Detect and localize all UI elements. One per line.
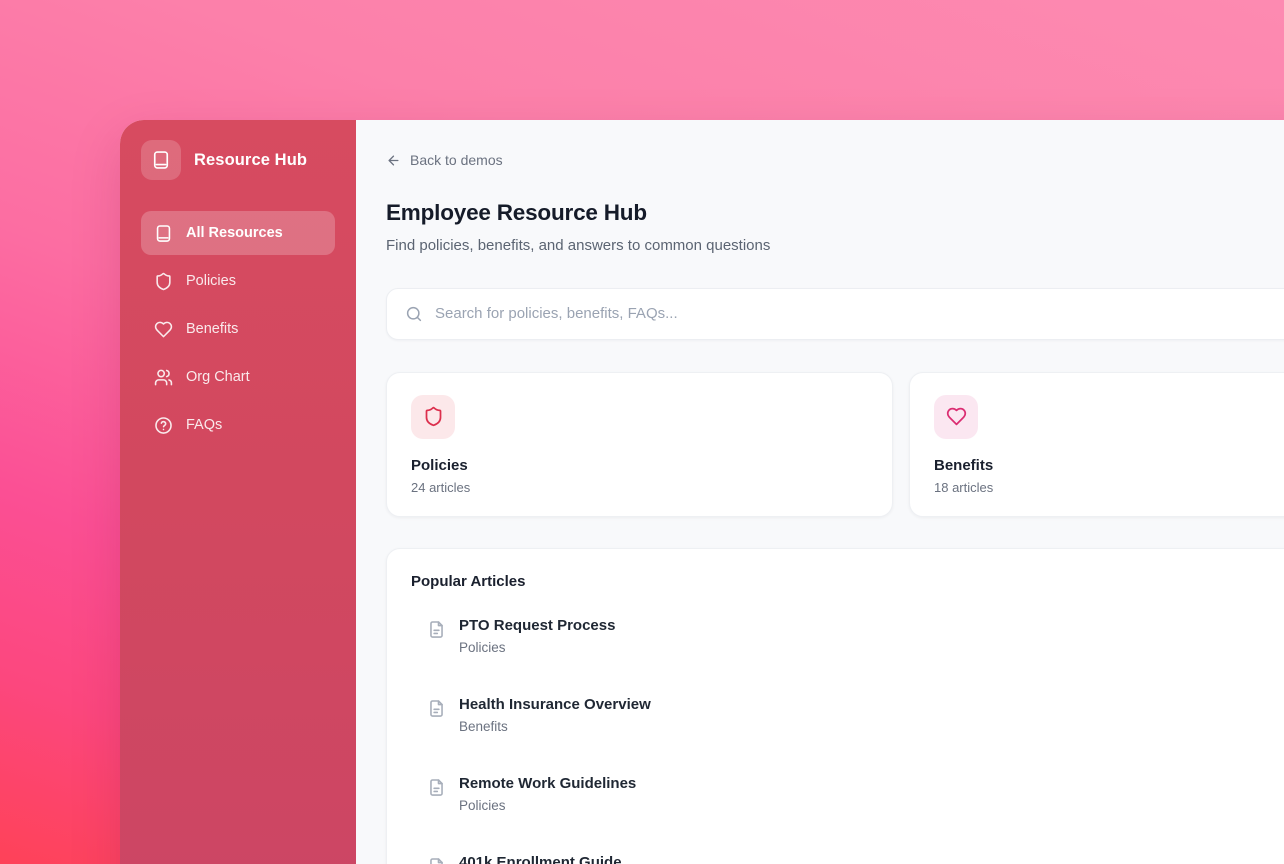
sidebar-item-benefits[interactable]: Benefits <box>141 307 335 351</box>
sidebar: Resource Hub All Resources Policies <box>120 120 356 864</box>
category-card-policies[interactable]: Policies 24 articles <box>386 371 893 517</box>
article-title: Health Insurance Overview <box>459 695 651 713</box>
category-card-benefits[interactable]: Benefits 18 articles <box>909 371 1284 517</box>
category-cards-row: Policies 24 articles Benefits 18 article… <box>386 371 1284 517</box>
app-title: Resource Hub <box>194 150 308 169</box>
article-title: 401k Enrollment Guide <box>459 853 622 864</box>
category-card-title: Policies <box>411 456 468 474</box>
search-bar[interactable] <box>386 287 1284 340</box>
file-text-icon <box>427 778 447 798</box>
article-row[interactable]: Remote Work Guidelines Policies <box>411 774 1284 815</box>
article-category: Policies <box>459 639 506 655</box>
sidebar-item-label: FAQs <box>186 417 223 433</box>
article-text: PTO Request Process Policies <box>459 616 615 657</box>
heart-icon <box>934 394 978 439</box>
app-logo: Resource Hub <box>141 140 335 180</box>
book-icon <box>154 224 173 243</box>
back-link-label: Back to demos <box>410 152 503 168</box>
article-text: 401k Enrollment Guide <box>459 853 622 864</box>
article-category: Policies <box>459 797 506 813</box>
category-card-count: 24 articles <box>411 479 471 495</box>
page-subtitle: Find policies, benefits, and answers to … <box>386 236 771 254</box>
article-row[interactable]: Health Insurance Overview Benefits <box>411 695 1284 736</box>
file-text-icon <box>427 857 447 864</box>
search-icon <box>405 305 423 323</box>
shield-icon <box>154 272 173 291</box>
sidebar-item-faqs[interactable]: FAQs <box>141 403 335 447</box>
sidebar-item-org-chart[interactable]: Org Chart <box>141 355 335 399</box>
article-row[interactable]: PTO Request Process Policies <box>411 616 1284 657</box>
article-text: Remote Work Guidelines Policies <box>459 774 636 815</box>
app-window: Resource Hub All Resources Policies <box>120 120 1284 864</box>
sidebar-item-label: All Resources <box>186 225 283 241</box>
popular-articles-card: Popular Articles PTO Request Process Pol… <box>386 547 1284 864</box>
category-card-count: 18 articles <box>934 479 994 495</box>
file-text-icon <box>427 699 447 719</box>
article-list: PTO Request Process Policies Health Insu… <box>411 616 1284 864</box>
heart-icon <box>154 320 173 339</box>
help-circle-icon <box>154 416 173 435</box>
article-title: Remote Work Guidelines <box>459 774 637 792</box>
sidebar-item-label: Org Chart <box>186 369 250 385</box>
article-category: Benefits <box>459 718 508 734</box>
sidebar-item-policies[interactable]: Policies <box>141 259 335 303</box>
back-link[interactable]: Back to demos <box>386 152 503 168</box>
main-content: Back to demos Employee Resource Hub Find… <box>356 120 1284 864</box>
sidebar-item-label: Policies <box>186 273 236 289</box>
sidebar-nav: All Resources Policies Benefits <box>141 211 335 447</box>
sidebar-item-all-resources[interactable]: All Resources <box>141 211 335 255</box>
sidebar-item-label: Benefits <box>186 321 239 337</box>
article-title: PTO Request Process <box>459 616 616 634</box>
popular-articles-heading: Popular Articles <box>411 572 526 590</box>
book-icon <box>141 140 181 180</box>
article-text: Health Insurance Overview Benefits <box>459 695 651 736</box>
shield-icon <box>411 394 455 439</box>
file-text-icon <box>427 620 447 640</box>
arrow-left-icon <box>386 153 401 168</box>
article-row[interactable]: 401k Enrollment Guide <box>411 853 1284 864</box>
users-icon <box>154 368 173 387</box>
category-card-title: Benefits <box>934 456 994 474</box>
page-title: Employee Resource Hub <box>386 199 647 225</box>
search-input[interactable] <box>435 305 1284 322</box>
